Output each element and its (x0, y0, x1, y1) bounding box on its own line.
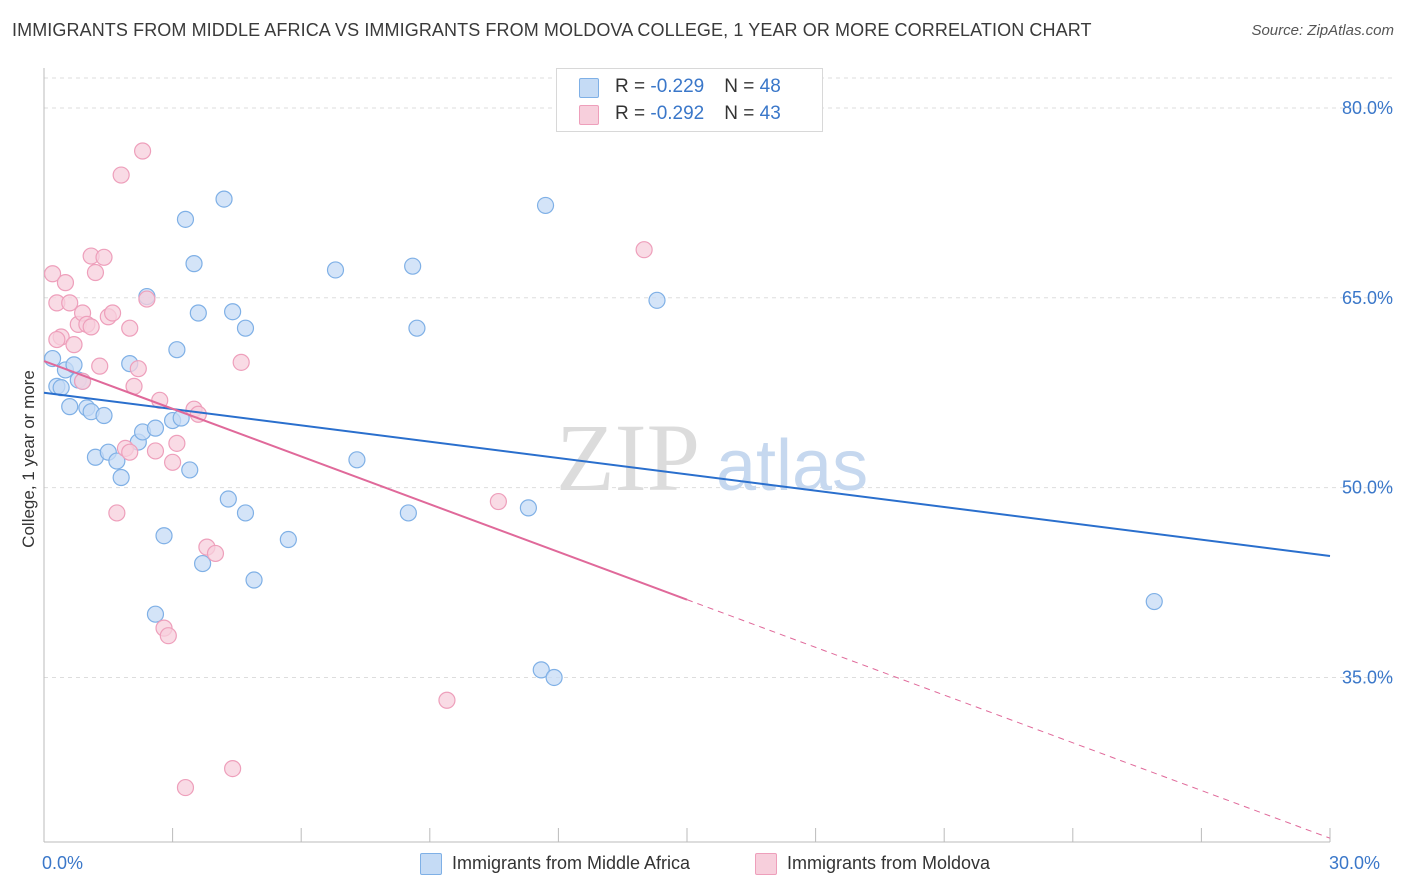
gridlines (44, 77, 1392, 678)
r-label: R = (615, 76, 651, 97)
correlation-legend: R = -0.229 N = 48 R = -0.292 N = 43 (556, 68, 823, 132)
point-middle-africa (112, 468, 130, 487)
chart-title: IMMIGRANTS FROM MIDDLE AFRICA VS IMMIGRA… (12, 20, 1092, 40)
y-tick-label: 65.0% (1342, 288, 1393, 308)
legend-swatch-middle-africa (579, 78, 599, 98)
point-middle-africa (536, 196, 555, 215)
point-middle-africa (146, 605, 165, 623)
point-moldova (224, 759, 242, 778)
point-middle-africa (648, 291, 666, 309)
bottom-legend-label: Immigrants from Moldova (787, 853, 991, 873)
x-tick-label-max: 30.0% (1329, 853, 1381, 873)
point-middle-africa (168, 341, 186, 359)
point-middle-africa (181, 461, 199, 479)
point-moldova (82, 318, 100, 336)
trend-moldova-dashed (686, 599, 1331, 839)
point-middle-africa (224, 303, 242, 321)
point-middle-africa (1145, 592, 1163, 611)
point-moldova (121, 443, 139, 461)
n-value: 48 (759, 76, 781, 97)
y-tick-label: 80.0% (1342, 98, 1393, 118)
point-moldova (112, 166, 130, 184)
point-middle-africa (236, 504, 255, 522)
y-tick-labels: 80.0% 65.0% 50.0% 35.0% (1342, 98, 1393, 688)
point-middle-africa (279, 530, 297, 549)
n-value: 43 (759, 103, 781, 124)
point-moldova (103, 304, 122, 322)
point-moldova (43, 265, 62, 283)
point-middle-africa (215, 190, 233, 208)
series-middle-africa-points (43, 190, 1163, 687)
axes (43, 68, 1331, 843)
point-moldova (232, 353, 250, 371)
point-moldova (635, 241, 653, 259)
chart-source: Source: ZipAtlas.com (1251, 22, 1394, 39)
point-moldova (91, 357, 109, 375)
point-middle-africa (146, 419, 165, 437)
series-moldova-points (43, 142, 653, 797)
point-moldova (489, 492, 507, 511)
r-label: R = (615, 103, 651, 124)
point-moldova (129, 360, 147, 378)
point-moldova (108, 504, 126, 522)
point-moldova (159, 627, 177, 645)
point-middle-africa (194, 554, 212, 573)
point-middle-africa (185, 255, 203, 273)
point-moldova (146, 442, 165, 460)
point-middle-africa (108, 452, 126, 470)
point-moldova (164, 453, 182, 471)
point-middle-africa (399, 504, 417, 522)
r-value: -0.229 (650, 76, 705, 97)
watermark-zip: ZIP (556, 404, 700, 511)
bottom-legend-label: Immigrants from Middle Africa (452, 853, 691, 873)
point-middle-africa (519, 499, 537, 517)
x-tick-label-min: 0.0% (42, 853, 84, 873)
point-middle-africa (176, 210, 195, 228)
y-axis-label: College, 1 year or more (19, 370, 38, 548)
point-middle-africa (95, 406, 113, 425)
bottom-legend-swatch-moldova (755, 853, 777, 875)
point-middle-africa (236, 319, 255, 337)
point-middle-africa (61, 398, 79, 416)
point-middle-africa (219, 490, 237, 508)
trend-moldova (43, 360, 688, 601)
legend-stats-moldova: R = -0.292 N = 43 (615, 103, 781, 125)
point-middle-africa (404, 257, 422, 275)
point-middle-africa (326, 261, 345, 279)
point-moldova (65, 336, 83, 354)
point-moldova (206, 544, 225, 563)
point-middle-africa (545, 668, 563, 687)
point-moldova (438, 691, 456, 709)
point-moldova (121, 319, 139, 337)
trend-lines (43, 360, 1331, 839)
watermark: ZIP atlas (556, 404, 868, 511)
point-moldova (95, 248, 113, 266)
y-tick-label: 35.0% (1342, 667, 1393, 687)
point-moldova (61, 294, 79, 312)
point-middle-africa (155, 527, 173, 545)
legend-swatch-moldova (579, 105, 599, 125)
point-moldova (56, 274, 75, 292)
y-tick-label: 50.0% (1342, 478, 1393, 498)
bottom-legend-swatch-middle-africa (420, 853, 442, 875)
point-middle-africa (348, 451, 366, 469)
n-label: N = (724, 103, 760, 124)
point-moldova (138, 290, 156, 308)
r-value: -0.292 (650, 103, 705, 124)
point-moldova (176, 778, 195, 797)
point-moldova (168, 434, 186, 452)
watermark-atlas: atlas (716, 426, 868, 506)
n-label: N = (724, 76, 760, 97)
point-middle-africa (408, 319, 426, 337)
point-middle-africa (245, 571, 263, 589)
point-moldova (86, 263, 105, 282)
point-moldova (133, 142, 152, 160)
legend-stats-middle-africa: R = -0.229 N = 48 (615, 76, 781, 98)
trend-middle-africa (43, 391, 1331, 557)
point-middle-africa (189, 304, 207, 322)
point-middle-africa (532, 661, 550, 679)
point-moldova (48, 330, 66, 349)
